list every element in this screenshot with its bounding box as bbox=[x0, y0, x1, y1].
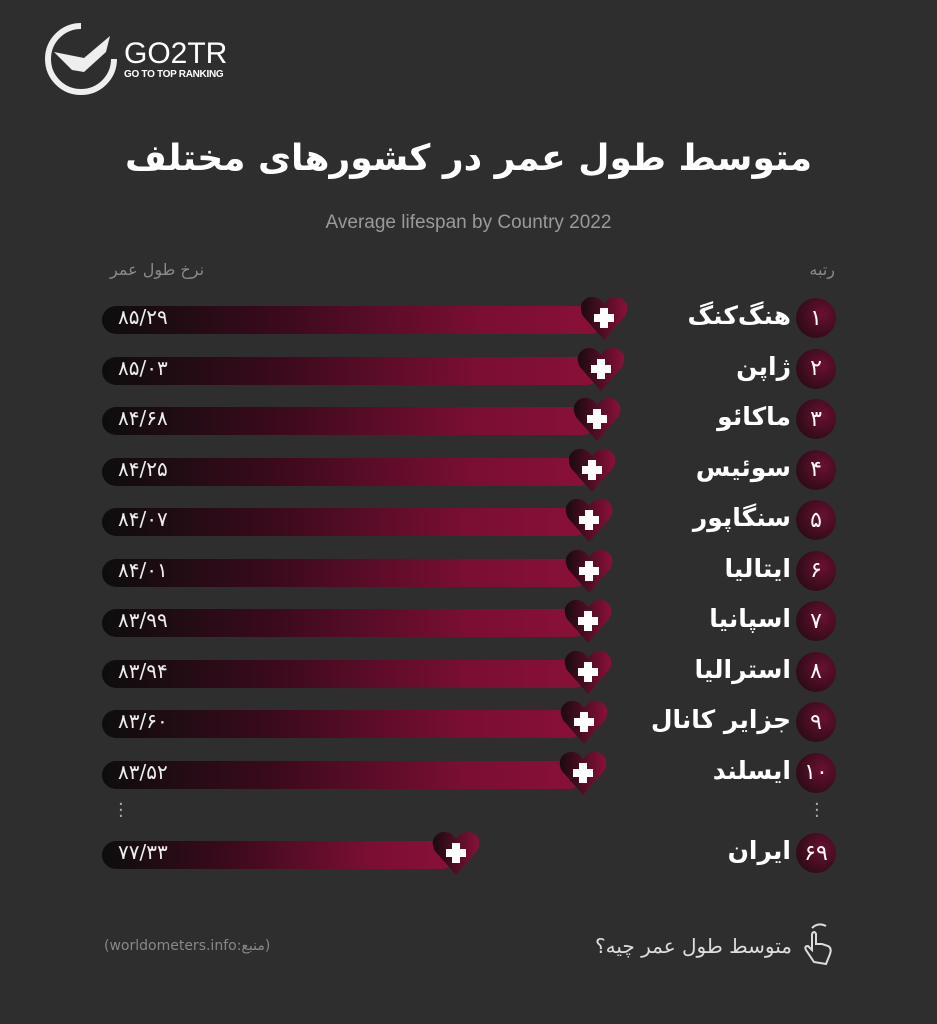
bar bbox=[102, 457, 592, 486]
country-name: ماکائو bbox=[717, 402, 791, 431]
logo-main: GO2TR bbox=[124, 36, 228, 70]
source-note: (منبع:worldometers.info) bbox=[104, 938, 271, 954]
country-name: جزایر کانال bbox=[650, 705, 791, 734]
page-subtitle: Average lifespan by Country 2022 bbox=[325, 212, 612, 233]
bar bbox=[102, 558, 589, 587]
bar bbox=[102, 306, 604, 334]
bar-value-label: ۸۳/۵۲ bbox=[118, 759, 168, 784]
bar bbox=[102, 407, 597, 435]
tap-hand-icon[interactable] bbox=[800, 922, 836, 968]
rank-badge: ۳ bbox=[796, 399, 836, 439]
ellipsis-left: · · · bbox=[118, 794, 124, 827]
logo-plane-icon bbox=[45, 23, 117, 95]
heart-plus-icon bbox=[565, 549, 612, 593]
rank-badge: ۱۰ bbox=[796, 752, 836, 793]
rank-badge: ۹ bbox=[796, 702, 836, 742]
country-name: سنگاپور bbox=[692, 503, 791, 532]
heart-plus-icon bbox=[559, 751, 606, 795]
bar-value-label: ۸۳/۹۴ bbox=[118, 658, 168, 683]
bar-row: ۸۳/۶۰ جزایر کانال ۹ bbox=[0, 700, 937, 744]
rank-badge: ۸ bbox=[796, 651, 836, 692]
bar-row: ۸۵/۲۹ هنگ‌کنگ ۱ bbox=[0, 296, 937, 340]
heart-plus-icon bbox=[564, 650, 612, 694]
heart-plus-icon bbox=[580, 296, 628, 340]
country-name: استرالیا bbox=[694, 654, 791, 684]
bar-row: ۸۴/۰۷ سنگاپور ۵ bbox=[0, 498, 937, 542]
bar-row: ۷۷/۳۳ ایران ۶۹ bbox=[0, 831, 937, 875]
country-name: اسپانیا bbox=[709, 604, 791, 633]
rate-header: نرخ طول عمر bbox=[110, 260, 205, 279]
heart-plus-icon bbox=[566, 498, 613, 542]
bar bbox=[102, 508, 590, 536]
country-name: سوئیس bbox=[695, 452, 791, 482]
country-name: ایران bbox=[727, 836, 791, 865]
rank-badge: ۴ bbox=[796, 449, 836, 490]
bar-value-label: ۸۳/۹۹ bbox=[118, 608, 168, 632]
logo-sub: GO TO TOP RANKING bbox=[124, 68, 224, 80]
bar-row: ۸۳/۹۴ استرالیا ۸ bbox=[0, 650, 937, 694]
country-name: ژاپن bbox=[736, 351, 791, 381]
country-name: ایتالیا bbox=[724, 553, 791, 583]
heart-plus-icon bbox=[568, 448, 615, 492]
bar bbox=[102, 609, 589, 637]
country-name: ایسلند bbox=[712, 755, 791, 785]
heart-plus-icon bbox=[432, 831, 480, 875]
heart-plus-icon bbox=[560, 700, 607, 744]
bar-row: ۸۴/۶۸ ماکائو ۳ bbox=[0, 397, 937, 441]
heart-plus-icon bbox=[573, 397, 620, 441]
bar-row: ۸۳/۵۲ ایسلند ۱۰ bbox=[0, 751, 937, 795]
info-link[interactable]: متوسط طول عمر چیه؟ bbox=[595, 934, 792, 958]
logo: GO2TR GO TO TOP RANKING bbox=[44, 22, 227, 96]
bar-row: ۸۳/۹۹ اسپانیا ۷ bbox=[0, 599, 937, 643]
bar-value-label: ۸۴/۲۵ bbox=[118, 456, 168, 481]
rank-badge: ۶ bbox=[796, 550, 836, 591]
bar-row: ۸۴/۲۵ سوئیس ۴ bbox=[0, 448, 937, 492]
bar-value-label: ۷۷/۳۳ bbox=[118, 840, 168, 864]
rank-badge: ۲ bbox=[796, 348, 836, 389]
bar bbox=[102, 841, 456, 869]
page-title: متوسط طول عمر در کشورهای مختلف bbox=[124, 138, 813, 179]
ellipsis-right: · · · bbox=[814, 794, 820, 827]
bar-value-label: ۸۵/۰۳ bbox=[118, 355, 168, 380]
rank-badge: ۶۹ bbox=[796, 833, 836, 873]
bar-value-label: ۸۴/۰۱ bbox=[118, 557, 168, 582]
heart-plus-icon bbox=[577, 347, 625, 391]
bar bbox=[102, 356, 601, 385]
rank-badge: ۷ bbox=[796, 601, 836, 641]
rank-badge: ۱ bbox=[796, 298, 836, 338]
bar-value-label: ۸۳/۶۰ bbox=[118, 709, 168, 733]
rank-header: رتبه bbox=[809, 260, 835, 279]
rank-badge: ۵ bbox=[796, 500, 836, 540]
bar-row: ۸۵/۰۳ ژاپن ۲ bbox=[0, 347, 937, 391]
bar-value-label: ۸۴/۰۷ bbox=[118, 507, 168, 531]
bar bbox=[102, 659, 588, 688]
bar-row: ۸۴/۰۱ ایتالیا ۶ bbox=[0, 549, 937, 593]
bar bbox=[102, 760, 583, 789]
bar bbox=[102, 710, 584, 738]
heart-plus-icon bbox=[565, 599, 612, 643]
country-name: هنگ‌کنگ bbox=[687, 301, 791, 330]
bar-value-label: ۸۴/۶۸ bbox=[118, 406, 168, 430]
bar-value-label: ۸۵/۲۹ bbox=[118, 305, 168, 329]
